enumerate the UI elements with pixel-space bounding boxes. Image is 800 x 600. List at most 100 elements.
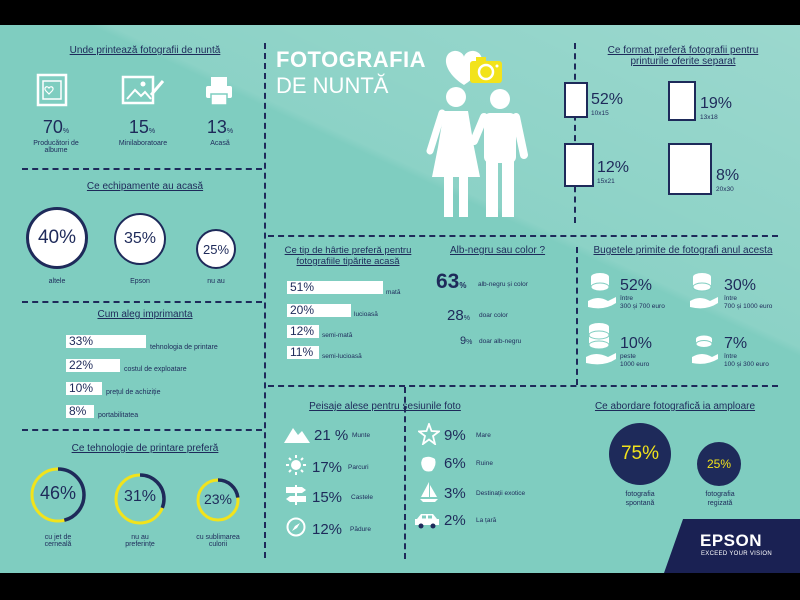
budget-value-0: 52% <box>620 277 653 294</box>
bw-color-label-2: doar alb-negru <box>479 338 522 345</box>
castle-sign-icon <box>284 485 308 505</box>
choose-printer-label-3: portabilitatea <box>98 412 139 419</box>
wedding-couple-icon <box>420 87 532 221</box>
starfish-icon <box>416 421 442 447</box>
equipment-circle-2: 25% <box>196 229 236 269</box>
paper-type-label-2: semi-mată <box>322 332 353 339</box>
bw-color-value-2: 9% <box>460 335 473 347</box>
equipment-label-1: Epson <box>130 278 150 285</box>
photo-format-frame-1 <box>668 81 696 121</box>
budget-label2-2: 1000 euro <box>620 361 650 368</box>
landscapes-title: Peisaje alese pentru sesiunile foto <box>309 401 461 412</box>
print-tech-label-1: nu au preferințe <box>125 534 155 548</box>
bw-color-title: Alb-negru sau color ? <box>450 245 546 256</box>
photo-format-label-0: 10x15 <box>591 110 609 117</box>
paper-type-label-1: lucioasă <box>354 311 378 318</box>
print-tech-label-0: cu jet de cerneală <box>44 534 72 548</box>
landscape-right-label-1: Ruine <box>476 460 493 467</box>
paper-type-bar-1: 20% <box>287 304 351 317</box>
landscape-left-label-0: Munte <box>352 432 371 439</box>
divider-vertical-left <box>264 43 266 558</box>
main-title-line2: DE NUNTĂ <box>276 73 389 98</box>
choose-printer-label-2: prețul de achiziție <box>106 389 161 396</box>
bw-color-label-1: doar color <box>479 312 508 319</box>
print-tech-title: Ce tehnologie de printare preferă <box>71 443 219 454</box>
bw-color-value-1: 28% <box>447 307 470 324</box>
budget-label1-2: peste <box>620 353 636 360</box>
choose-printer-label-0: tehnologia de printare <box>150 344 218 351</box>
budget-label2-1: 700 și 1000 euro <box>724 303 773 310</box>
landscape-left-value-3: 12% <box>312 521 343 538</box>
sun-icon <box>286 455 306 475</box>
coins-hand-icon-3 <box>690 333 720 365</box>
paper-type-label-0: mată <box>386 289 401 296</box>
budget-value-3: 7% <box>724 335 748 352</box>
heart-camera-icon <box>440 45 510 101</box>
approach-circle-1: 25% <box>697 442 741 486</box>
paper-type-bar-3: 11% <box>287 346 319 359</box>
mountain-icon <box>284 425 310 443</box>
coins-hand-icon-1 <box>688 269 720 309</box>
photo-format-label-2: 15x21 <box>597 178 615 185</box>
divider-vertical-mid-right <box>576 247 578 385</box>
where-print-value-0: 70% <box>42 117 70 137</box>
choose-printer-label-1: costul de exploatare <box>124 366 187 373</box>
bw-color-label-0: alb-negru și color <box>478 281 528 288</box>
landscape-right-value-0: 9% <box>444 427 466 444</box>
approach-label1-1: fotografia <box>705 491 735 498</box>
equipment-circle-0: 40% <box>26 207 88 269</box>
budget-label1-3: între <box>724 353 738 360</box>
divider-vertical-top-right <box>574 43 576 223</box>
divider-h3 <box>22 429 262 431</box>
main-title-line1: FOTOGRAFIA <box>276 47 427 72</box>
ruins-icon <box>420 455 438 473</box>
paper-type-bar-2: 12% <box>287 325 319 338</box>
brand-banner <box>664 519 800 573</box>
landscape-right-value-2: 3% <box>444 485 466 502</box>
budget-label1-0: între <box>620 295 634 302</box>
photo-format-frame-2 <box>564 143 594 187</box>
photo-format-value-2: 12% <box>597 159 630 176</box>
infographic-canvas: Unde printează fotografii de nuntă 70% 1… <box>0 25 800 573</box>
brand-tagline: EXCEED YOUR VISION <box>701 551 772 557</box>
photo-format-frame-3 <box>668 143 712 195</box>
where-print-label-1: Minilaboratoare <box>118 140 168 147</box>
landscape-right-label-3: La țară <box>476 517 497 524</box>
budgets-title: Bugetele primite de fotografi anul acest… <box>593 245 773 256</box>
sailboat-icon <box>420 481 438 503</box>
landscape-left-label-2: Castele <box>351 494 374 501</box>
brand-logo: EPSON <box>700 531 763 550</box>
coins-hand-icon-2 <box>584 321 618 365</box>
budget-label2-0: 300 și 700 euro <box>620 303 665 310</box>
approach-circle-0: 75% <box>609 423 671 485</box>
print-tech-label-2: cu sublimarea culorii <box>196 534 240 548</box>
choose-printer-title: Cum aleg imprimanta <box>97 309 193 320</box>
photo-album-icon <box>36 73 68 107</box>
equipment-label-2: nu au <box>207 278 225 285</box>
budget-label1-1: între <box>724 295 738 302</box>
coins-hand-icon-0 <box>586 269 618 309</box>
landscape-right-label-0: Mare <box>476 432 491 439</box>
divider-h1 <box>22 168 262 170</box>
divider-vertical-bottom <box>404 387 406 559</box>
print-tech-value-0: 46% <box>39 483 77 503</box>
compass-icon <box>286 517 306 537</box>
divider-h2 <box>22 301 262 303</box>
photo-edit-icon <box>121 75 165 107</box>
print-tech-ring-0 <box>30 467 86 523</box>
choose-printer-bar-3: 8% <box>66 405 94 418</box>
paper-type-label-3: semi-lucioasă <box>322 353 362 360</box>
paper-type-title: Ce tip de hârtie preferă pentru fotograf… <box>284 245 412 267</box>
print-tech-value-2: 23% <box>203 491 233 507</box>
landscape-right-value-1: 6% <box>444 455 466 472</box>
where-print-label-0: Producători de albume <box>33 140 79 154</box>
choose-printer-bar-2: 10% <box>66 382 102 395</box>
photo-format-value-0: 52% <box>591 91 624 108</box>
landscape-left-label-1: Parcuri <box>348 464 369 471</box>
landscape-left-value-2: 15% <box>312 489 343 506</box>
equipment-label-0: altele <box>48 278 66 285</box>
choose-printer-bar-0: 33% <box>66 335 146 348</box>
where-print-label-2: Acasă <box>210 140 230 147</box>
landscape-left-value-0: 21 % <box>314 427 349 444</box>
budget-label2-3: 100 și 300 euro <box>724 361 769 368</box>
